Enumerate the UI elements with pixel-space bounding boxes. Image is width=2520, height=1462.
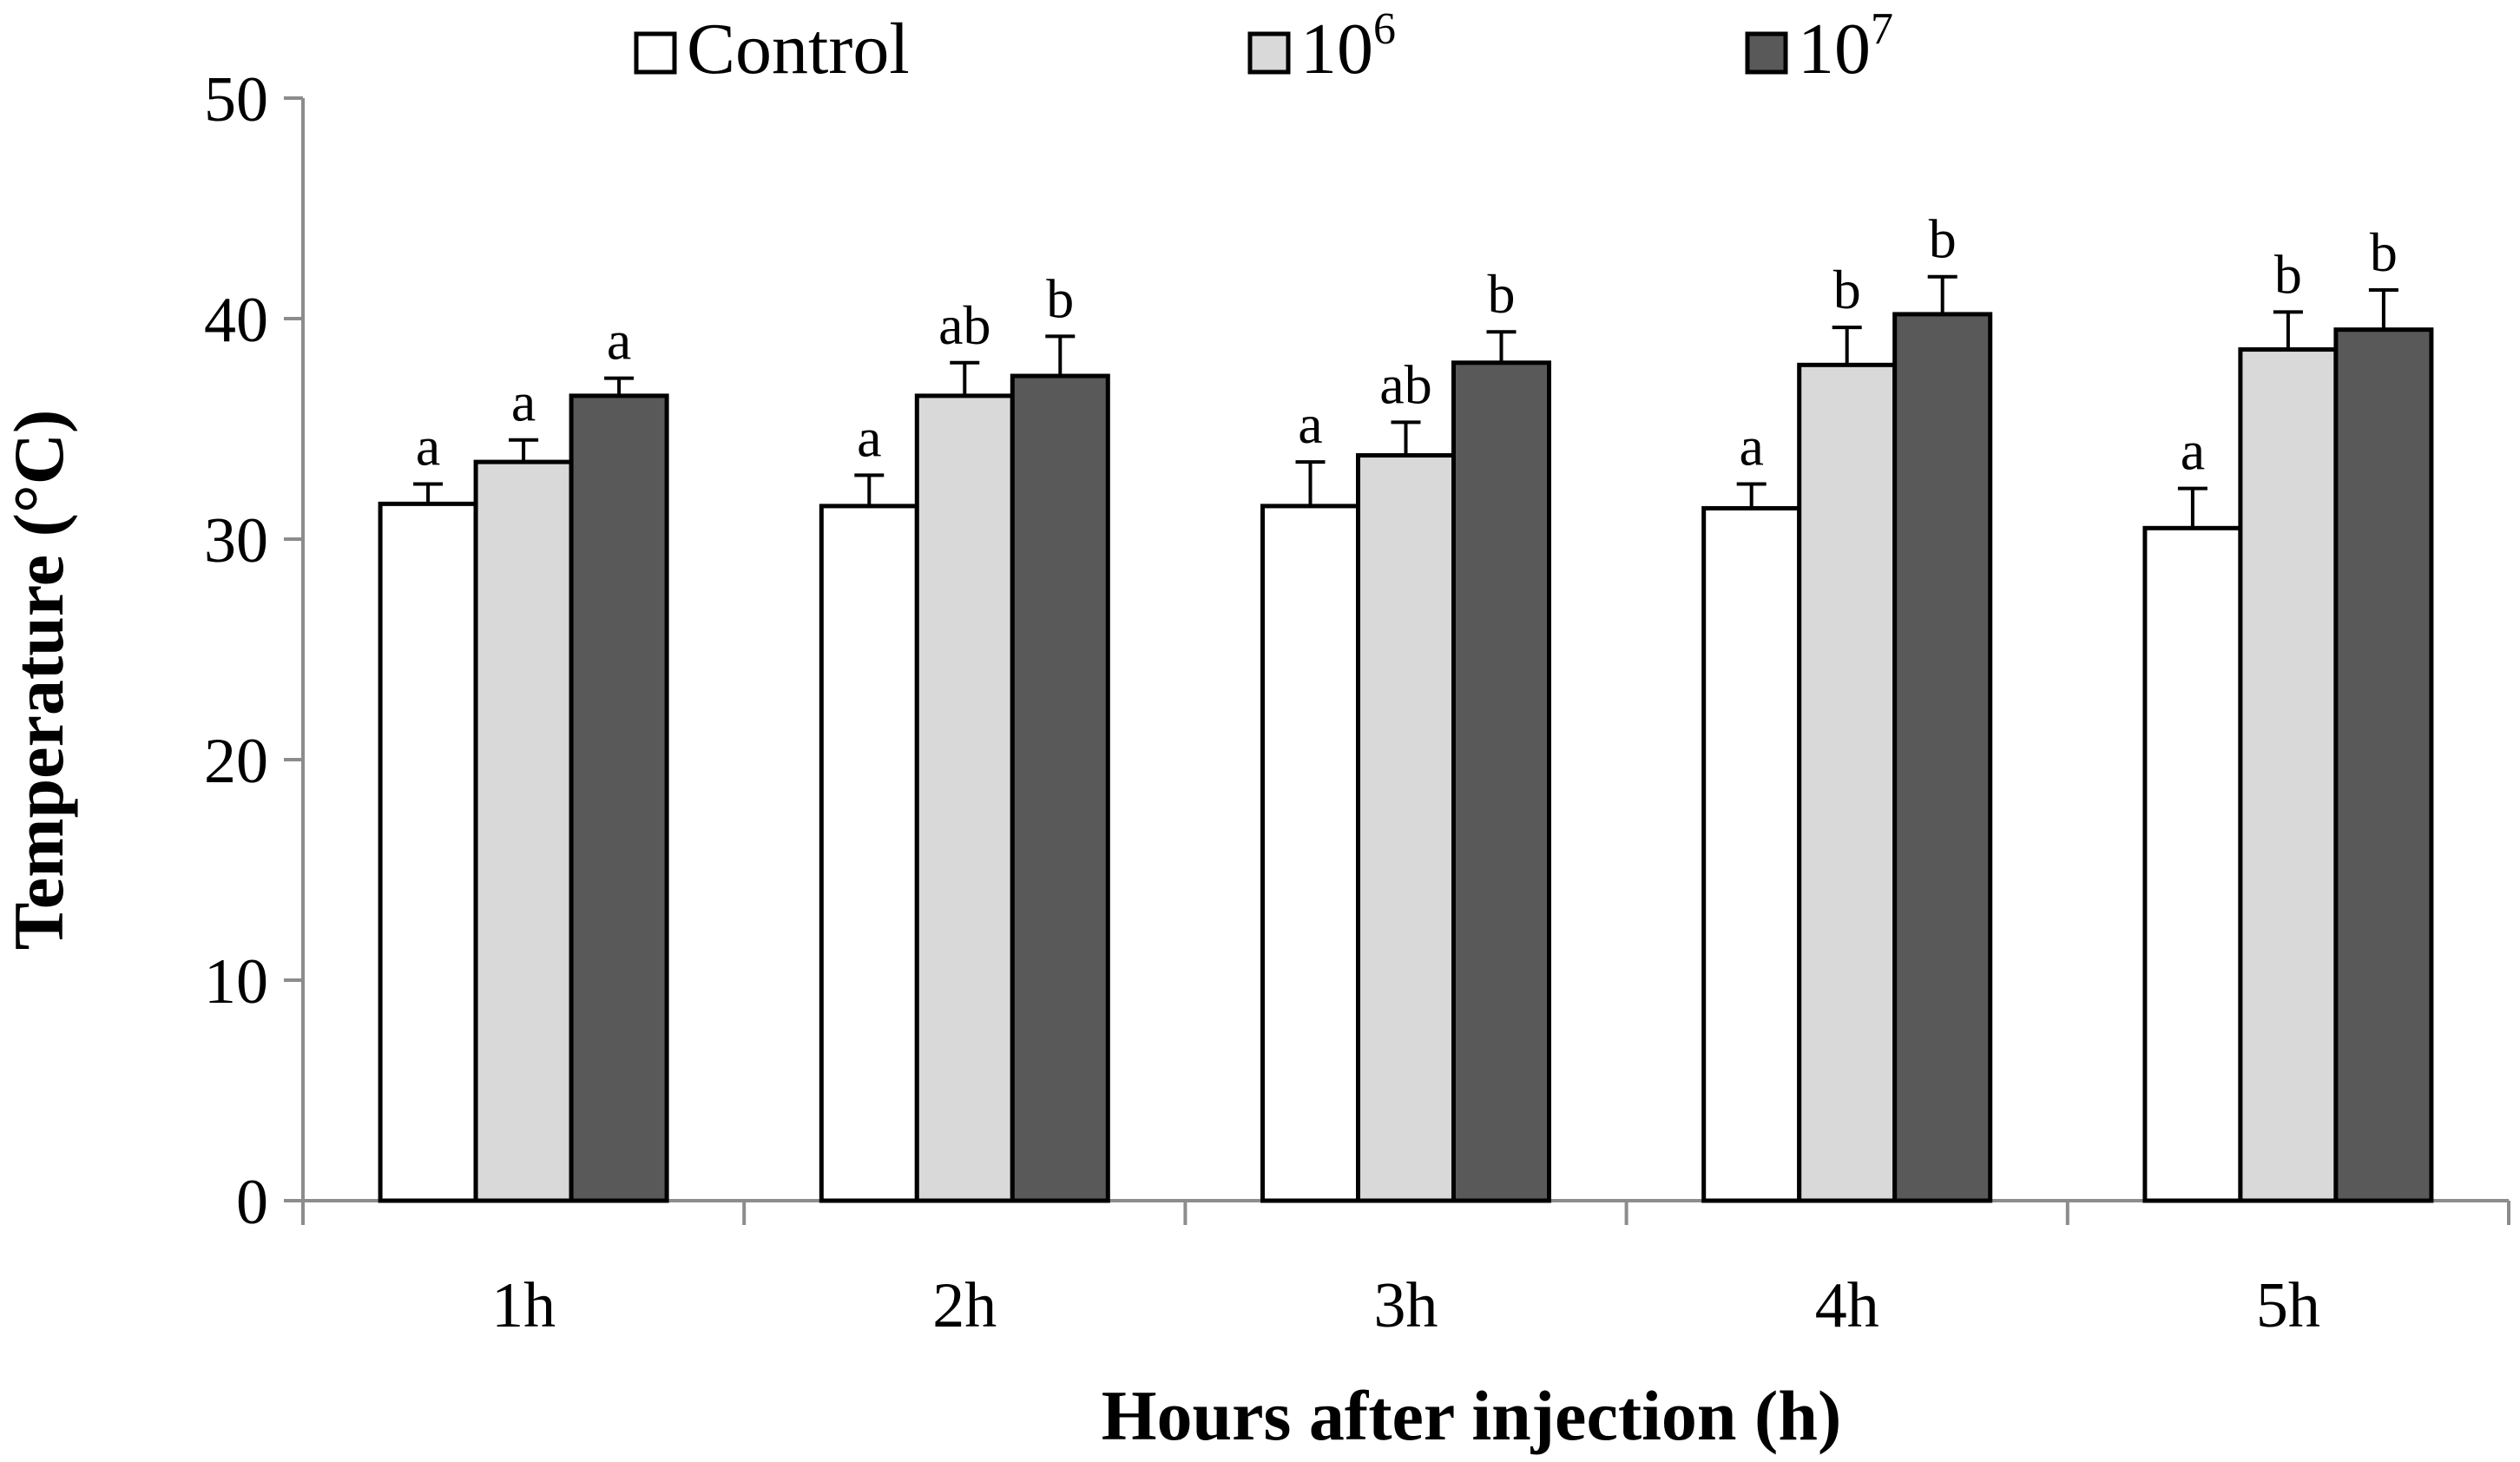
significance-label: a — [607, 310, 631, 372]
significance-label: a — [1298, 393, 1322, 455]
bar — [1451, 360, 1551, 1203]
significance-label: a — [511, 372, 536, 433]
bar — [819, 504, 919, 1203]
x-tick-label: 1h — [491, 1270, 556, 1341]
bar — [473, 459, 574, 1203]
legend-label-exponent: 6 — [1373, 4, 1396, 54]
significance-label: a — [1739, 416, 1763, 477]
legend-label: Control — [687, 9, 910, 89]
significance-label: ab — [938, 294, 990, 356]
legend: Control 106 107 — [634, 4, 1893, 89]
bar — [378, 501, 478, 1203]
y-tick-label: 40 — [204, 285, 268, 356]
significance-label: a — [2181, 420, 2205, 482]
significance-label: b — [1046, 267, 1074, 329]
bar — [1356, 452, 1456, 1203]
y-tick-label: 20 — [204, 726, 268, 797]
y-axis-title: Temperature (°C) — [0, 410, 78, 951]
y-tick-label: 10 — [204, 946, 268, 1017]
bar — [1701, 505, 1802, 1203]
bar — [1892, 312, 1993, 1203]
x-tick-label: 5h — [2256, 1270, 2320, 1341]
x-axis: 1h 2h 3h 4h 5h — [301, 1199, 2510, 1341]
legend-swatch — [1745, 31, 1788, 75]
significance-label: ab — [1379, 353, 1431, 415]
bar — [2142, 525, 2243, 1203]
x-axis-title: Hours after injection (h) — [1102, 1376, 1842, 1455]
y-tick-label: 0 — [236, 1167, 268, 1238]
legend-label: 106 — [1300, 4, 1396, 89]
bar — [1797, 362, 1898, 1203]
legend-swatch — [634, 31, 677, 75]
significance-label: a — [857, 406, 881, 468]
bar — [2333, 327, 2434, 1203]
bar — [1010, 373, 1110, 1203]
bar — [2238, 347, 2339, 1203]
y-tick-label: 30 — [204, 505, 268, 576]
significance-label: b — [1488, 263, 1516, 325]
significance-label: b — [2274, 243, 2302, 305]
significance-label: b — [2370, 221, 2398, 283]
bar — [914, 393, 1015, 1203]
legend-label-exponent: 7 — [1871, 4, 1893, 54]
bar — [569, 393, 669, 1203]
significance-label: a — [416, 416, 440, 477]
x-tick-label: 2h — [932, 1270, 997, 1341]
significance-label: b — [1833, 259, 1861, 320]
x-tick-label: 3h — [1374, 1270, 1438, 1341]
y-axis: 0 10 20 30 40 50 — [204, 64, 305, 1238]
legend-label: 107 — [1798, 4, 1893, 89]
legend-swatch — [1247, 31, 1291, 75]
significance-label: b — [1929, 208, 1957, 270]
y-tick-label: 50 — [204, 64, 268, 135]
x-tick-label: 4h — [1815, 1270, 1879, 1341]
bar — [1260, 504, 1360, 1203]
